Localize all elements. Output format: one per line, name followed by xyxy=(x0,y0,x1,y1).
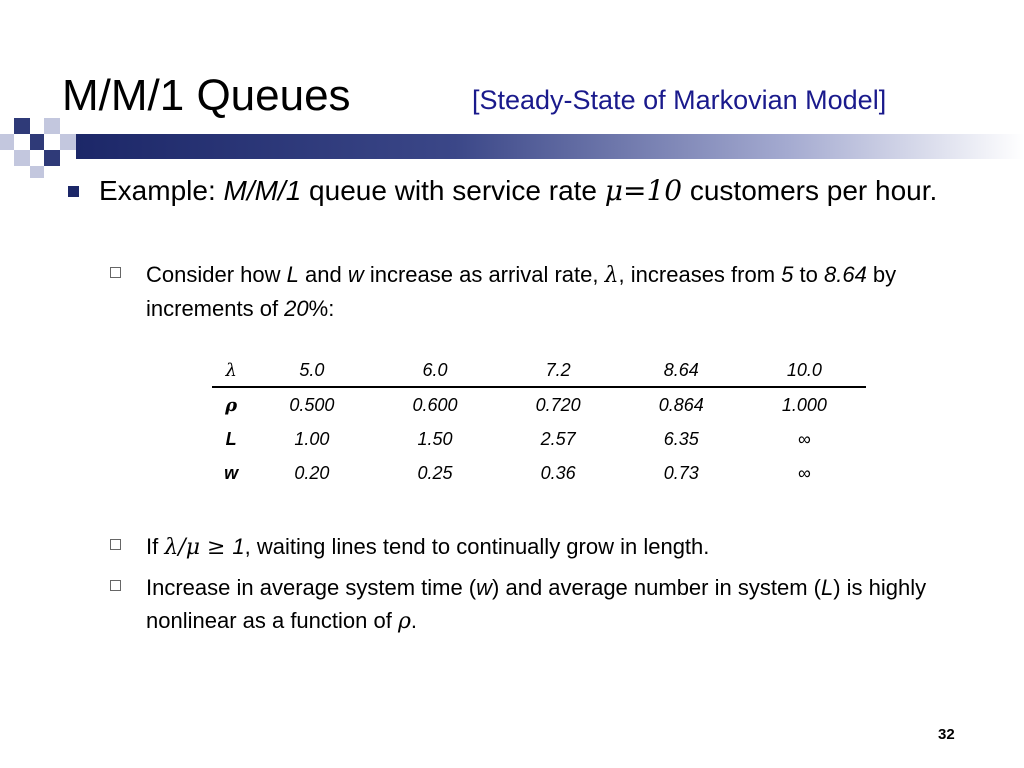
subbullet-increase: Increase in average system time (w) and … xyxy=(110,571,990,638)
decor-square xyxy=(60,134,76,150)
row-label-w: w xyxy=(224,462,239,483)
table-cell: 0.36 xyxy=(540,462,576,483)
table-cell: 1.00 xyxy=(294,428,330,449)
decor-square xyxy=(0,134,14,150)
table-header-cell: 5.0 xyxy=(250,356,374,388)
table-row: L 1.00 1.50 2.57 6.35 ∞ xyxy=(212,422,866,456)
hollow-square-bullet-icon xyxy=(110,580,121,591)
decor-square xyxy=(44,150,60,166)
table-header-cell: 8.64 xyxy=(619,356,743,388)
bullet-example-text: Example: M/M/1 queue with service rate μ… xyxy=(99,174,938,207)
table-header-cell: 7.2 xyxy=(496,356,620,388)
table-cell: 0.73 xyxy=(663,462,699,483)
table-cell: 0.500 xyxy=(289,394,335,415)
hollow-square-bullet-icon xyxy=(110,539,121,550)
decor-square xyxy=(14,118,30,134)
title-gradient-bar xyxy=(76,134,1024,159)
row-label-L: L xyxy=(225,428,237,449)
table-cell: 0.720 xyxy=(535,394,581,415)
subbullet-consider: Consider how L and w increase as arrival… xyxy=(110,258,990,325)
decor-square xyxy=(44,118,60,134)
hollow-square-bullet-icon xyxy=(110,267,121,278)
subbullet-consider-text: Consider how L and w increase as arrival… xyxy=(146,262,897,321)
decor-square xyxy=(14,150,30,166)
table-cell: 0.600 xyxy=(412,394,458,415)
decor-square xyxy=(30,134,44,150)
table-cell: 0.20 xyxy=(294,462,330,483)
table-header-cell: λ xyxy=(212,356,251,388)
title-decoration xyxy=(0,118,1024,180)
bullet-example: Example: M/M/1 queue with service rate μ… xyxy=(68,172,968,210)
row-label-rho: ρ xyxy=(225,394,238,416)
slide-title: M/M/1 Queues xyxy=(62,71,351,120)
table-cell: 6.35 xyxy=(663,428,699,449)
slide-subtitle: [Steady-State of Markovian Model] xyxy=(472,85,887,115)
table-cell: 0.25 xyxy=(417,462,453,483)
subbullet-if: If λ/μ ≥ 1, waiting lines tend to contin… xyxy=(110,530,990,564)
table-cell: 0.864 xyxy=(658,394,704,415)
table-header-cell: 6.0 xyxy=(373,356,497,388)
table-header-cell: 10.0 xyxy=(742,356,866,388)
subbullet-if-text: If λ/μ ≥ 1, waiting lines tend to contin… xyxy=(146,534,710,560)
table-cell: 1.000 xyxy=(781,394,827,415)
subbullet-increase-text: Increase in average system time (w) and … xyxy=(146,575,927,634)
table-cell: ∞ xyxy=(797,462,811,483)
table-cell: 2.57 xyxy=(540,428,576,449)
table-row: w 0.20 0.25 0.36 0.73 ∞ xyxy=(212,456,866,490)
bullet-square-icon xyxy=(68,186,79,197)
table-header-row: λ 5.0 6.0 7.2 8.64 10.0 xyxy=(212,356,866,388)
table-cell: 1.50 xyxy=(417,428,453,449)
queue-results-table: λ 5.0 6.0 7.2 8.64 10.0 ρ 0.500 0.600 0.… xyxy=(212,356,866,490)
decor-square xyxy=(30,166,44,178)
table-row: ρ 0.500 0.600 0.720 0.864 1.000 xyxy=(212,387,866,422)
table-cell: ∞ xyxy=(797,428,811,449)
page-number: 32 xyxy=(938,726,955,743)
